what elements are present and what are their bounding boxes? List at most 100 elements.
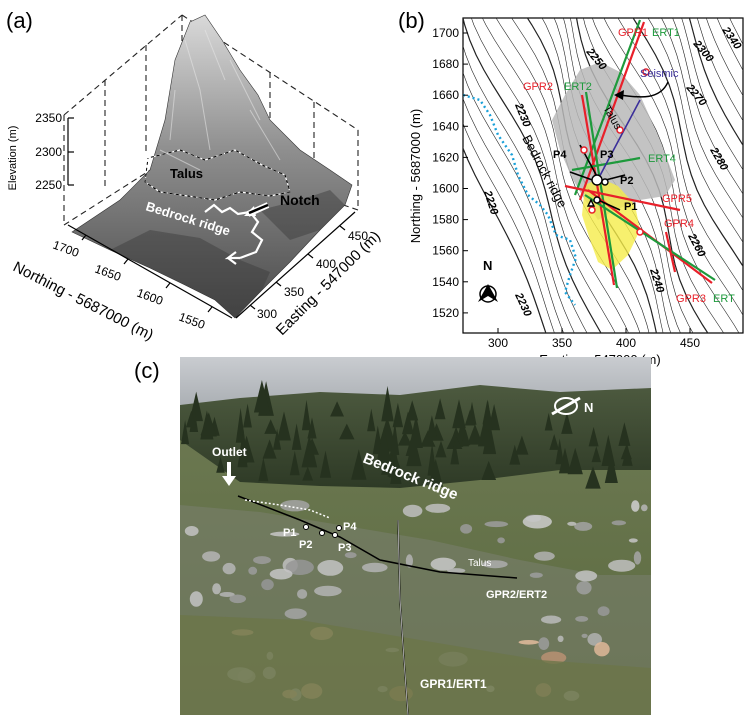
rock-shape [497,537,505,544]
z-tick-2300: 2300 [35,145,62,159]
rock-shape [222,562,236,575]
rock-shape [567,521,577,526]
north-letter-b: N [483,258,492,273]
rock-shape [344,552,357,559]
map-x-tick-label: 400 [616,336,636,350]
contour-line [696,18,743,122]
ert1-line [573,19,642,196]
tree-shape [351,449,367,480]
label-talus-a: Talus [170,166,203,181]
gpr2-ert2-line [237,495,518,579]
rock-shape [557,635,564,642]
rock-shape [405,554,413,568]
ert2-line [584,91,619,289]
rock-shape [460,524,473,534]
north-tick-1700: 1700 [51,238,81,260]
tree-shape [289,450,300,476]
compass-letter: N [584,400,593,415]
tree-shape [509,444,521,465]
contour-line [661,18,743,219]
tree-shape [481,460,497,480]
tree-shape [618,422,631,446]
tree-shape [307,417,317,439]
rock-shape [219,592,235,597]
rock-shape [529,572,543,578]
z-axis [67,117,74,186]
rock-shape [631,500,640,512]
compass-icon [551,396,581,416]
gpr1-line [578,21,646,201]
rock-shape [587,633,602,646]
rock-shape [285,559,314,575]
rock-shape [202,551,221,562]
map-y-tick-label: 1600 [432,182,459,196]
tree-shape [397,431,412,446]
contour-line [681,18,743,171]
rock-shape [628,538,638,543]
tree-shape [555,438,564,465]
map-y-tick-label: 1700 [432,26,459,40]
rock-shape [597,606,610,617]
rock-shape [482,560,508,569]
label-notch: Notch [280,192,320,208]
rock-shape [314,585,342,597]
rock-shape [270,531,300,537]
z-tick-2350: 2350 [35,111,62,125]
label-ert2: ERT2 [564,81,592,93]
survey-lines [564,19,716,289]
tree-shape [446,433,463,449]
tree-shape [258,457,269,482]
rock-shape [362,562,388,573]
contour-line [603,18,743,316]
map-y-axis-label: Northing - 5687000 (m) [408,109,423,243]
label-outlet: Outlet [212,445,247,459]
contour-line [705,18,743,97]
rock-shape [538,637,550,650]
label-p4: P4 [553,149,567,161]
tree-shape [561,412,573,434]
rock-shape [212,583,222,595]
contour-line [463,146,547,333]
ert3-line [584,194,716,281]
tree-shape [435,440,447,458]
tree-shape [392,402,404,428]
tree-shape [291,423,302,450]
rock-shape [576,581,592,595]
rock-shape [534,551,555,561]
rock-shape [641,504,648,512]
map-y-tick-label: 1560 [432,244,459,258]
rock-shape [253,556,271,565]
tree-shape [387,453,397,477]
tree-shape [601,434,616,466]
photo: N Outlet Bedrock ridge Talus GPR2/ERT2 G… [180,357,651,715]
contour-line [647,18,743,243]
photo-pit-markers [303,524,342,538]
contour-line [482,18,629,333]
tree-shape [262,439,277,459]
rock-shape [541,615,562,624]
tree-shape [483,401,493,430]
rock-shape [608,559,636,572]
label-p2: P2 [620,175,633,187]
terrain-surface [71,14,353,319]
panel-c: (c) N Out [134,357,651,715]
seismic-arrow [619,81,669,98]
tree-shape [243,403,252,428]
east-tick-300: 300 [257,307,277,321]
tree-shape [390,421,400,455]
north-axis-label: Northing - 5687000 (m) [10,258,156,344]
tree-shape [185,410,197,428]
gpr5-line [564,184,681,212]
map-y-tick-label: 1520 [432,306,459,320]
rock-shape [248,566,258,575]
label-p2-c: P2 [299,539,312,551]
tree-shape [367,408,376,432]
tree-shape [302,466,314,481]
photo-foreground [180,615,651,715]
tree-shape [567,447,583,475]
north-tick-1600: 1600 [135,286,165,308]
rock-shape [229,594,246,604]
rock-shape [297,589,308,599]
tree-shape [558,447,572,474]
label-gpr2: GPR2 [523,81,553,93]
